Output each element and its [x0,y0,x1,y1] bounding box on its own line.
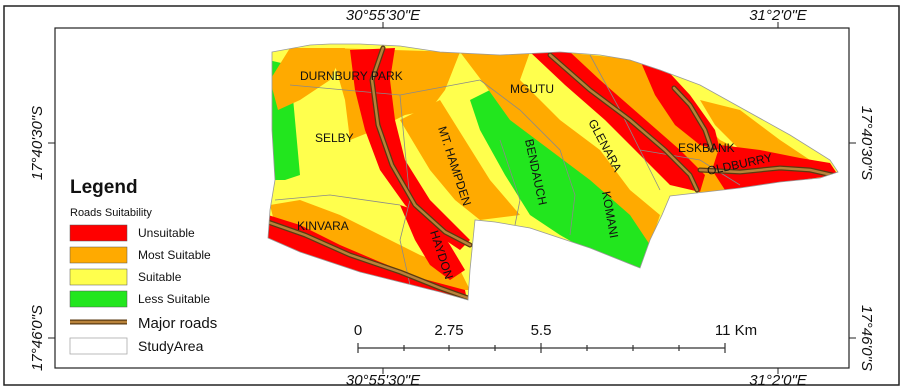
less-suitable-zone-central [470,90,660,272]
legend-label-most-suitable: Most Suitable [138,248,211,262]
scale-label-2: 5.5 [531,322,552,339]
label-kinvara: KINVARA [297,219,349,233]
most-suitable-zone-6 [270,200,470,290]
legend-label-less-suitable: Less Suitable [138,292,210,306]
most-suitable-zone-1 [270,48,345,110]
legend-label-major-roads: Major roads [138,315,217,332]
legend-swatch-most-suitable [69,246,128,264]
coord-top-right: 31°2'0"E [749,7,808,24]
legend-label-study-area: StudyArea [138,338,204,354]
coord-top-left: 30°55'30"E [346,7,421,24]
legend: Legend Roads Suitability Unsuitable Most… [69,177,217,355]
coord-bottom-right: 31°2'0"E [749,372,808,389]
study-area-outline [267,43,839,301]
coord-right-upper: 17°40'30"S [858,106,875,180]
most-suitable-zone-3 [400,100,520,220]
label-selby: SELBY [315,131,354,145]
ward-boundaries [274,54,741,286]
major-roads [268,45,835,300]
coord-left-upper: 17°40'30"S [29,106,46,180]
scale-label-1: 2.75 [434,322,463,339]
coord-right-lower: 17°46'0"S [858,305,875,371]
legend-swatch-suitable [69,268,128,286]
coord-left-lower: 17°46'0"S [29,305,46,371]
unsuitable-zone-3 [640,60,720,150]
legend-label-unsuitable: Unsuitable [138,226,195,240]
unsuitable-zone-2 [530,52,705,192]
legend-swatch-study-area [69,337,128,355]
graticule-ticks [48,22,856,374]
label-mgutu: MGUTU [510,82,554,96]
label-durnbury-park: DURNBURY PARK [300,69,403,83]
outer-frame [3,5,900,386]
legend-label-suitable: Suitable [138,270,182,284]
legend-swatch-unsuitable [69,224,128,242]
legend-subtitle: Roads Suitability [70,207,152,219]
map-frame [54,27,850,369]
legend-swatch-less-suitable [69,290,128,308]
unsuitable-zone-6 [400,205,465,280]
legend-title: Legend [70,177,138,198]
scale-bar: 0 2.75 5.5 11 Km [354,322,757,353]
most-suitable-zone-7 [700,100,835,175]
coord-bottom-left: 30°55'30"E [346,372,421,389]
scale-label-0: 0 [354,322,362,339]
unsuitable-zone-1 [350,48,470,250]
label-eskbank: ESKBANK [678,141,735,155]
most-suitable-zone-4 [460,52,660,245]
scale-bar-line [357,343,726,353]
scale-label-3: 11 Km [715,322,757,339]
